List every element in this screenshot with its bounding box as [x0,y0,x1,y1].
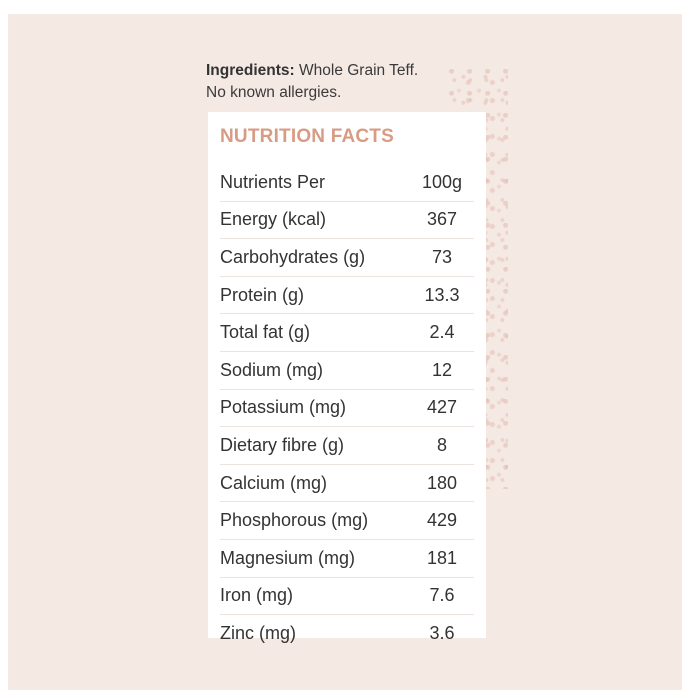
nutrition-facts-title: NUTRITION FACTS [220,126,394,147]
nutrition-row: Dietary fibre (g) 8 [220,427,474,465]
nutrient-name: Potassium (mg) [220,397,347,418]
nutrient-name: Calcium (mg) [220,472,328,493]
nutrient-value: 73 [431,246,453,267]
nutrition-row: Iron (mg) 7.6 [220,578,474,616]
nutrition-row: Carbohydrates (g) 73 [220,239,474,277]
nutrition-row: Zinc (mg) 3.6 [220,615,474,652]
nutrient-name: Phosphorous (mg) [220,510,369,531]
nutrient-name: Energy (kcal) [220,209,327,230]
nutrient-value: 181 [426,547,458,568]
allergy-note: No known allergies. [206,84,342,101]
nutrient-value: 7.6 [429,585,455,606]
nutrition-row: Phosphorous (mg) 429 [220,502,474,540]
nutrition-row: Energy (kcal) 367 [220,202,474,240]
nutrient-value: 429 [426,510,458,531]
nutrient-name: Carbohydrates (g) [220,246,366,267]
ingredients-line: Ingredients: Whole Grain Teff. [206,60,486,82]
nutrition-row: Nutrients Per 100g [220,164,474,202]
nutrient-name: Magnesium (mg) [220,547,356,568]
nutrition-row: Calcium (mg) 180 [220,465,474,503]
nutrient-value: 427 [426,397,458,418]
ingredients-label: Ingredients: [206,62,295,79]
nutrient-value: 2.4 [429,322,455,343]
nutrition-facts-panel: NUTRITION FACTS Nutrients Per 100g Energy… [208,112,486,643]
nutrient-name: Total fat (g) [220,322,311,343]
nutrient-value: 100g [421,171,463,192]
nutrient-value: 367 [426,209,458,230]
nutrition-row: Sodium (mg) 12 [220,352,474,390]
nutrient-name: Zinc (mg) [220,622,296,643]
nutrition-row: Protein (g) 13.3 [220,277,474,315]
nutrient-name: Sodium (mg) [220,359,324,380]
nutrient-name: Nutrients Per [220,171,326,192]
nutrient-name: Protein (g) [220,284,305,305]
nutrient-value: 180 [426,472,458,493]
nutrient-value: 3.6 [429,622,455,643]
nutrition-table: Nutrients Per 100g Energy (kcal) 367 Carbo… [220,164,474,652]
ingredients-block: Ingredients: Whole Grain Teff. No known … [206,60,486,104]
ingredients-text: Whole Grain Teff. [294,62,419,79]
nutrient-value: 8 [436,434,447,455]
nutrient-name: Dietary fibre (g) [220,434,345,455]
nutrient-value: 12 [431,359,453,380]
nutrition-row: Magnesium (mg) 181 [220,540,474,578]
nutrition-row: Potassium (mg) 427 [220,390,474,428]
nutrition-row: Total fat (g) 2.4 [220,314,474,352]
nutrient-value: 13.3 [424,284,460,305]
nutrient-name: Iron (mg) [220,585,294,606]
